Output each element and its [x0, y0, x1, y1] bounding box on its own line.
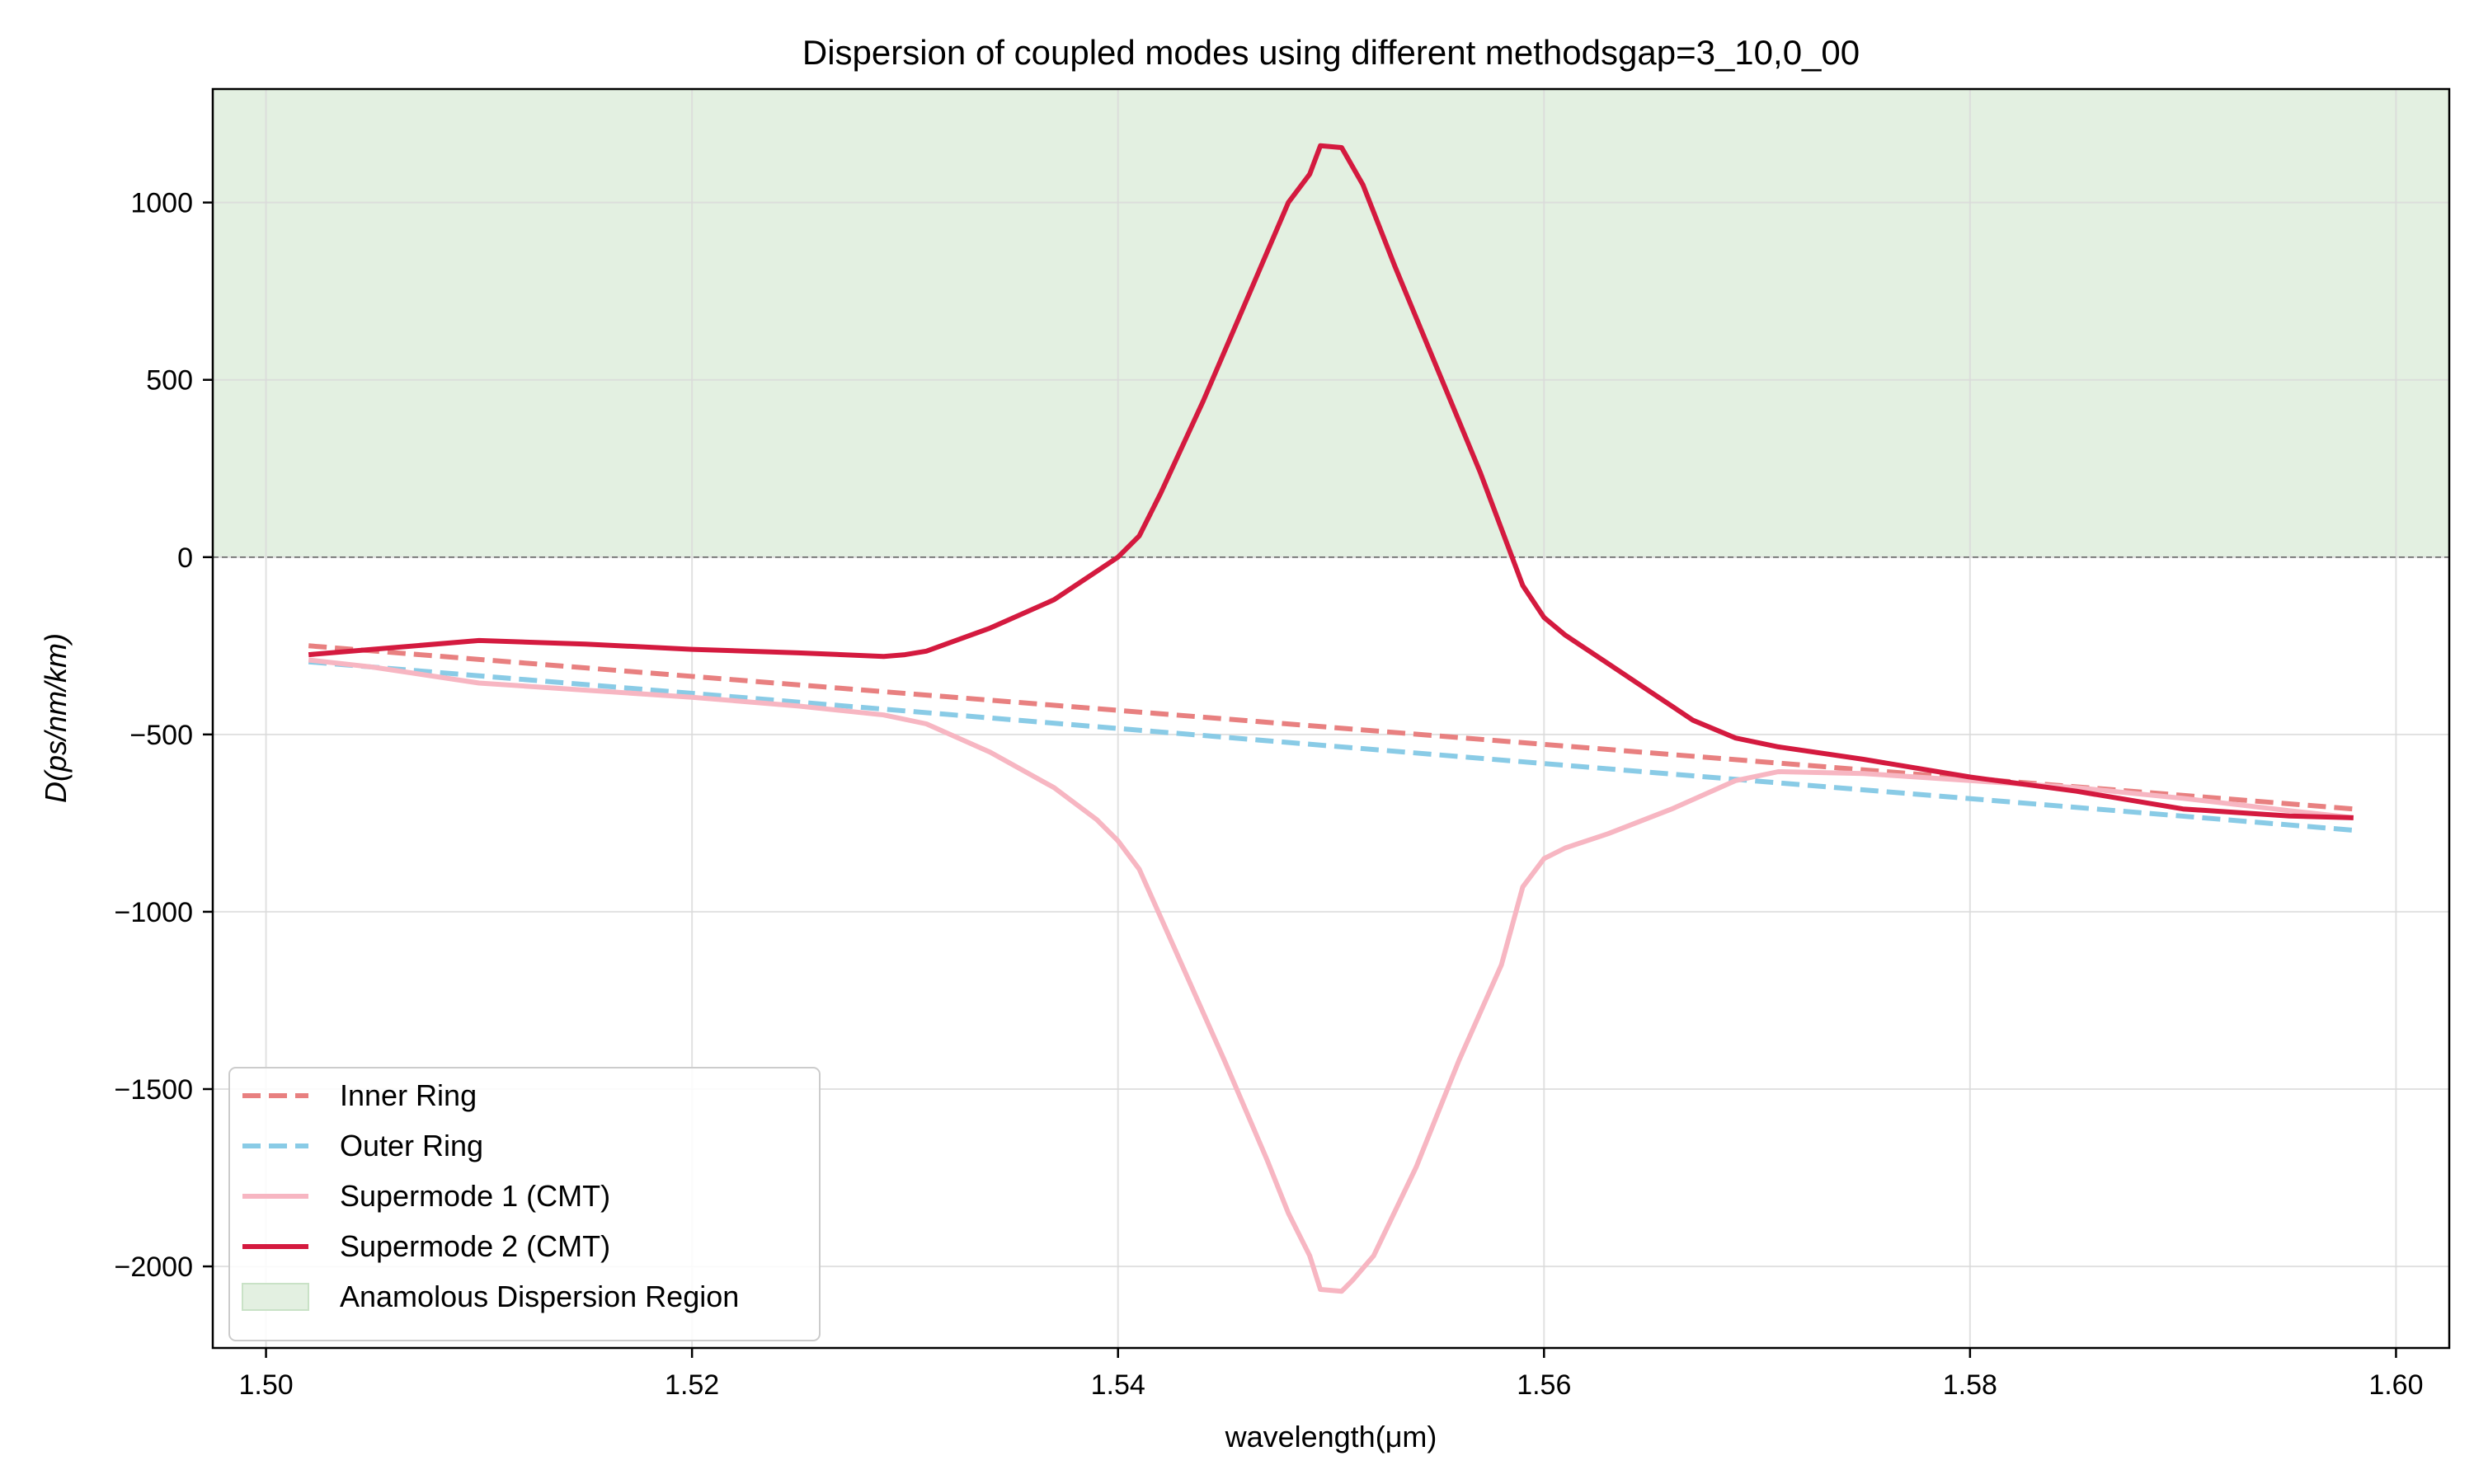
x-axis-ticks: 1.50 1.52 1.54 1.56 1.58 1.60 — [238, 1348, 2424, 1401]
x-tick-label: 1.56 — [1517, 1369, 1571, 1401]
x-tick-label: 1.50 — [238, 1369, 293, 1401]
legend-swatch-anomalous-region — [242, 1283, 309, 1311]
legend-label-outer-ring: Outer Ring — [340, 1129, 483, 1162]
y-tick-label: 0 — [177, 542, 193, 574]
legend-label-anomalous-region: Anamolous Dispersion Region — [340, 1280, 739, 1313]
x-tick-label: 1.60 — [2368, 1369, 2423, 1401]
legend-label-inner-ring: Inner Ring — [340, 1078, 477, 1112]
legend-label-supermode-2-cmt: Supermode 2 (CMT) — [340, 1229, 610, 1263]
y-axis-label: D(ps/nm/km) — [39, 633, 73, 803]
y-axis-ticks: −2000 −1500 −1000 −500 0 500 1000 — [115, 188, 213, 1283]
plot-frame — [211, 87, 2451, 1350]
y-tick-label: −500 — [129, 720, 193, 751]
y-tick-label: −1000 — [115, 897, 194, 928]
anomalous-dispersion-region — [213, 89, 2449, 557]
legend: Inner Ring Outer Ring Supermode 1 (CMT) Sup… — [228, 1067, 821, 1341]
x-tick-label: 1.52 — [665, 1369, 719, 1401]
x-tick-label: 1.58 — [1943, 1369, 1997, 1401]
anomalous-region-layer — [213, 89, 2449, 557]
y-tick-label: 1000 — [130, 188, 193, 219]
y-tick-label: −1500 — [115, 1074, 194, 1106]
y-tick-label: −2000 — [115, 1252, 194, 1283]
chart-title: Dispersion of coupled modes using differ… — [802, 33, 1860, 72]
series-line-supermode-1-cmt — [308, 657, 2354, 1294]
x-axis-label: wavelength(μm) — [1225, 1420, 1437, 1453]
x-tick-label: 1.54 — [1091, 1369, 1145, 1401]
legend-box — [228, 1067, 821, 1341]
legend-label-supermode-1-cmt: Supermode 1 (CMT) — [340, 1179, 610, 1213]
series-line-supermode-2-cmt — [308, 143, 2354, 820]
series-layer — [308, 143, 2354, 1294]
y-tick-label: 500 — [146, 365, 193, 397]
